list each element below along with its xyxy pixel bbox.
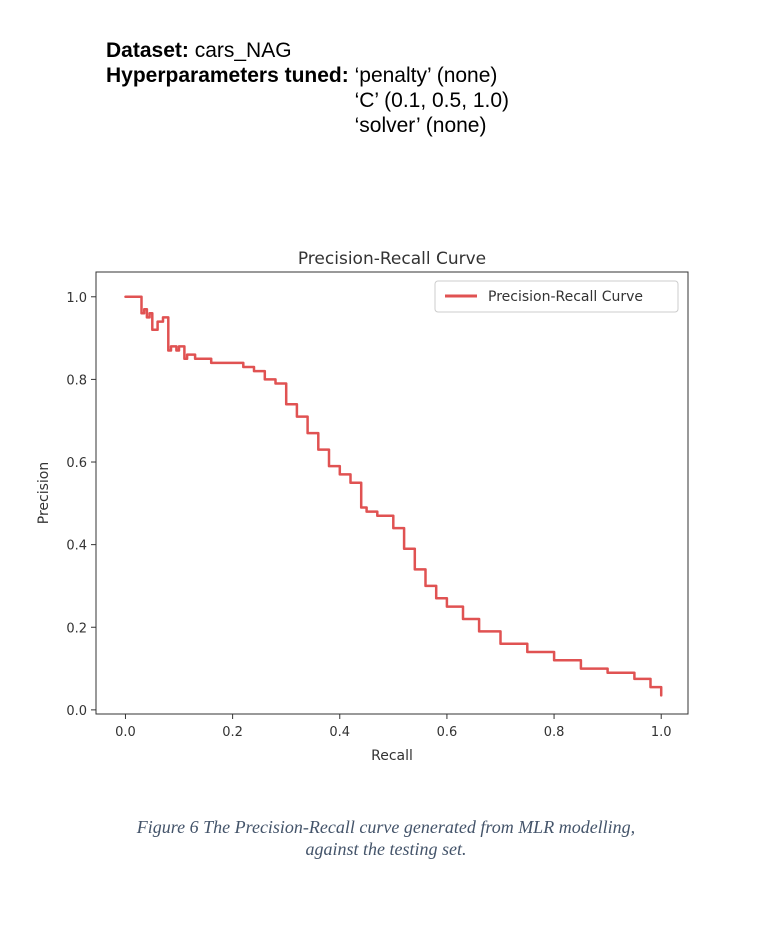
hyperparameters-line: Hyperparameters tuned: ‘penalty’ (none) … xyxy=(106,63,509,138)
y-axis-label: Precision xyxy=(36,462,52,524)
y-tick-label: 1.0 xyxy=(66,291,87,306)
caption-line-1: Figure 6 The Precision-Recall curve gene… xyxy=(136,817,636,837)
figure-caption: Figure 6 The Precision-Recall curve gene… xyxy=(0,816,772,860)
legend-box xyxy=(434,280,679,313)
hyperparameter-value: ‘penalty’ (none) xyxy=(354,64,498,87)
y-tick-label: 0.6 xyxy=(66,456,87,471)
hyperparameter-value: ‘solver’ (none) xyxy=(354,114,487,137)
y-tick-label: 0.4 xyxy=(66,539,87,554)
x-tick-label: 0.6 xyxy=(437,725,458,740)
x-tick-label: 0.2 xyxy=(222,725,243,740)
caption-line-2: against the testing set. xyxy=(305,839,467,859)
x-tick-label: 0.0 xyxy=(115,725,136,740)
x-tick-label: 0.4 xyxy=(329,725,350,740)
x-axis-label: Recall xyxy=(371,748,413,764)
x-tick-label: 0.8 xyxy=(544,725,565,740)
legend-label: Precision-Recall Curve xyxy=(488,289,643,305)
y-axis: 0.0 0.2 0.4 0.6 0.8 1.0 xyxy=(66,291,96,719)
chart-title: Precision-Recall Curve xyxy=(298,249,486,269)
x-tick-label: 1.0 xyxy=(651,725,672,740)
hyperparameter-values: ‘penalty’ (none) ‘C’ (0.1, 0.5, 1.0) ‘so… xyxy=(355,63,509,138)
dataset-value: cars_NAG xyxy=(188,39,292,62)
dataset-key: Dataset: xyxy=(106,39,189,62)
legend: Precision-Recall Curve xyxy=(434,280,679,313)
y-tick-label: 0.0 xyxy=(66,704,87,719)
y-tick-label: 0.8 xyxy=(66,373,87,388)
y-tick-label: 0.2 xyxy=(66,621,87,636)
hyperparameters-key: Hyperparameters tuned: xyxy=(106,64,349,87)
hyperparameter-value: ‘C’ (0.1, 0.5, 1.0) xyxy=(354,89,510,112)
plot-frame xyxy=(95,271,689,715)
dataset-line: Dataset: cars_NAG xyxy=(106,38,509,63)
precision-recall-line xyxy=(124,295,663,697)
hyperparameter-summary: Dataset: cars_NAG Hyperparameters tuned:… xyxy=(106,38,509,138)
plot-area xyxy=(124,295,663,697)
x-axis: 0.0 0.2 0.4 0.6 0.8 1.0 xyxy=(115,714,672,740)
